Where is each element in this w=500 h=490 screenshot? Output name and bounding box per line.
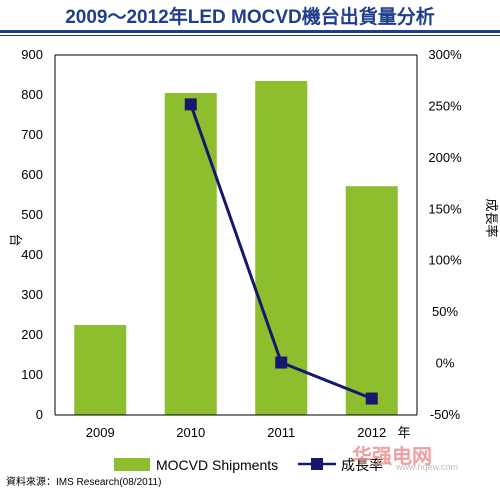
bar-2010 [164,93,217,415]
y-tick-label: 300 [21,287,43,302]
y2-tick-label: 0% [436,356,455,371]
legend: MOCVD Shipments 成長率 [114,457,383,473]
y-tick-label: 700 [21,127,43,142]
title-underline [0,30,500,33]
legend-line-label: 成長率 [341,457,383,473]
x-tick-label: 2010 [176,425,205,440]
bar-2009 [74,325,127,415]
title-underline-thin [0,35,500,36]
growth-marker [275,356,288,369]
legend-bar-label: MOCVD Shipments [156,457,278,473]
y2-tick-label: 300% [428,47,462,62]
y-tick-label: 600 [21,167,43,182]
y2-tick-label: 150% [428,201,462,216]
y2-tick-label: 100% [428,253,462,268]
bar-2012 [345,186,398,415]
chart-title: 2009～2012年LED MOCVD機台出貨量分析 [65,7,435,28]
y-tick-label: 900 [21,47,43,62]
y-tick-label: 800 [21,87,43,102]
legend-bar-swatch [114,458,150,471]
y-axis-title: 台 [8,233,23,246]
y2-tick-label: -50% [430,407,461,422]
growth-line-series [184,98,378,405]
y-tick-label: 200 [21,327,43,342]
legend-line-marker [311,458,323,470]
x-axis-unit: 年 [397,425,410,440]
watermark-logo: 华强电网 [352,446,432,468]
y-tick-label: 100 [21,367,43,382]
y-tick-label: 400 [21,247,43,262]
source-note: 資料來源：IMS Research(08/2011) [6,477,162,488]
y2-tick-label: 250% [428,98,462,113]
y2-axis-title: 成長率 [484,198,499,237]
x-axis-ticks: 2009 2010 2011 2012 [86,425,386,440]
x-tick-label: 2011 [267,425,295,440]
y2-tick-label: 50% [432,304,458,319]
x-tick-label: 2012 [357,425,386,440]
watermark-url: www.hqew.com [396,462,459,472]
y-axis-right-ticks: -50% 0% 50% 100% 150% 200% 250% 300% [428,47,462,422]
x-tick-label: 2009 [86,425,115,440]
y-axis-left-ticks: 0 100 200 300 400 500 600 700 800 900 [21,47,43,422]
y-tick-label: 500 [21,207,43,222]
y2-tick-label: 200% [428,150,462,165]
growth-marker [365,392,378,405]
growth-marker [184,98,197,111]
y-tick-label: 0 [36,407,43,422]
bar-series [74,81,398,415]
